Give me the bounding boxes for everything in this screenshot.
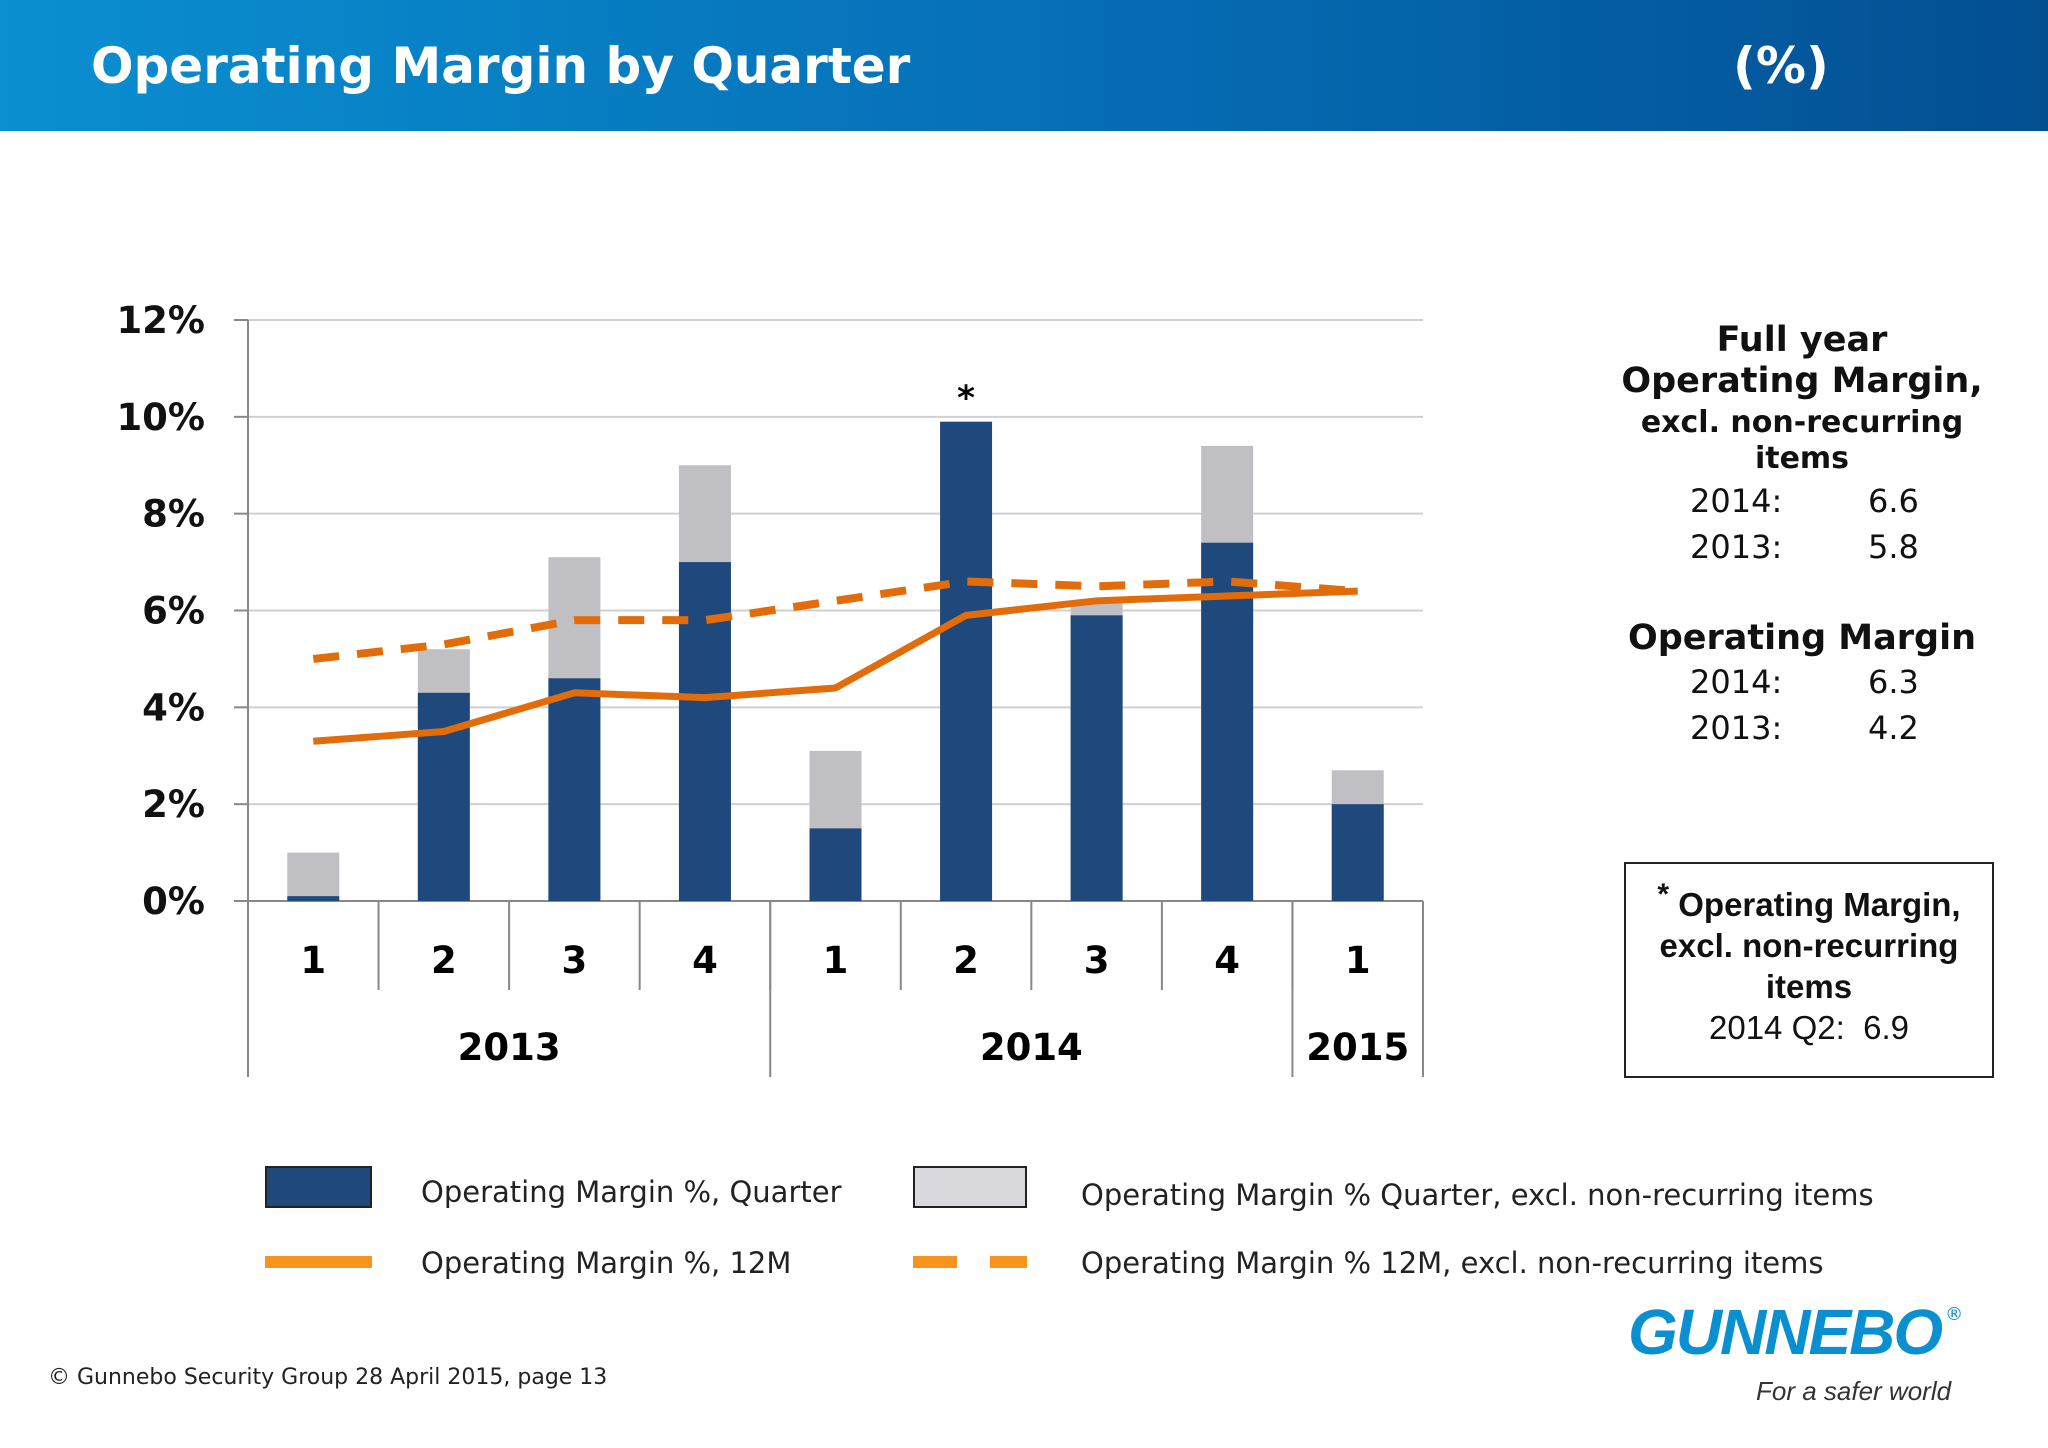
x-tick-label: 3 [562,939,588,982]
unit-label: (%) [1733,37,1829,95]
year-label: 2015 [1306,1026,1409,1069]
bar-quarter [548,678,601,901]
header-bar: Operating Margin by Quarter (%) [0,0,2048,131]
y-tick-label: 10% [116,396,205,439]
fy-sub-2: items [1754,441,1850,476]
legend-swatch-quarter [265,1166,372,1208]
legend-swatch-12m-excl-dash1 [913,1256,957,1268]
om-row-2014: 2014: 6.3 [1690,663,1919,701]
fy-row-2013: 2013: 5.8 [1690,528,1919,566]
x-tick-label: 1 [1345,939,1371,982]
note-box: * Operating Margin, excl. non-recurring … [1624,862,1994,1078]
bar-quarter [1070,615,1123,901]
x-tick-label: 1 [300,939,326,982]
note-line-2: excl. non-recurring [1659,927,1959,964]
year-label: 2013 [458,1026,561,1069]
row-value: 6.6 [1868,482,1919,520]
legend-label-12m-excl: Operating Margin % 12M, excl. non-recurr… [1081,1246,1824,1280]
row-value: 6.3 [1868,663,1919,701]
note-line-1: * Operating Margin, [1657,878,1961,924]
fy-heading-1: Full year [1716,320,1888,360]
legend-swatch-12m-excl-dash2 [990,1256,1027,1268]
fy-heading-2: Operating Margin, [1621,361,1983,401]
row-value: 4.2 [1868,709,1919,747]
page-title: Operating Margin by Quarter [91,37,911,95]
gunnebo-logo: GUNNEBO ® For a safer world [1628,1296,2008,1416]
legend-label-quarter: Operating Margin %, Quarter [421,1175,842,1209]
fy-row-2014: 2014: 6.6 [1690,482,1919,520]
legend-label-12m: Operating Margin %, 12M [421,1246,792,1280]
note-line-3: items [1765,968,1853,1005]
note-value: 2014 Q2: 6.9 [1709,1009,1909,1046]
bar-quarter [1201,542,1254,901]
y-tick-label: 8% [142,493,205,536]
bar-quarter-excl [287,852,340,901]
x-tick-label: 4 [1214,939,1240,982]
bar-quarter [678,562,731,901]
x-tick-label: 1 [823,939,849,982]
y-tick-label: 12% [116,299,205,342]
bar-quarter [940,421,993,901]
logo-registered: ® [1945,1304,1964,1325]
row-value: 5.8 [1868,528,1919,566]
bar-quarter [809,828,862,901]
row-label: 2014: [1690,663,1783,701]
line-12m [313,587,1358,745]
legend-label-quarter-excl: Operating Margin % Quarter, excl. non-re… [1081,1178,1874,1212]
legend-swatch-quarter-excl [913,1166,1027,1208]
om-heading: Operating Margin [1628,618,1976,658]
logo-top-row: GUNNEBO ® [1628,1296,1963,1368]
x-tick-label: 2 [953,939,979,982]
y-tick-label: 0% [142,880,205,923]
year-label: 2014 [980,1026,1083,1069]
bar-quarter [1331,804,1384,901]
bar-quarter [287,896,340,901]
x-tick-label: 3 [1084,939,1110,982]
row-label: 2013: [1690,709,1783,747]
y-tick-label: 2% [142,783,205,826]
om-row-2013: 2013: 4.2 [1690,709,1919,747]
legend-swatch-12m [265,1256,372,1268]
footer-copyright: © Gunnebo Security Group 28 April 2015, … [48,1365,608,1390]
x-tick-label: 2 [431,939,457,982]
line-12m-excl [312,577,1359,663]
y-tick-label: 6% [142,590,205,633]
x-tick-label: 4 [692,939,718,982]
row-label: 2013: [1690,528,1783,566]
logo-tagline: For a safer world [1756,1376,1952,1406]
y-tick-label: 4% [142,686,205,729]
logo-wordmark: GUNNEBO [1628,1296,1943,1368]
bar-annotation: * [957,379,975,419]
row-label: 2014: [1690,482,1783,520]
fy-sub-1: excl. non-recurring [1640,405,1964,440]
